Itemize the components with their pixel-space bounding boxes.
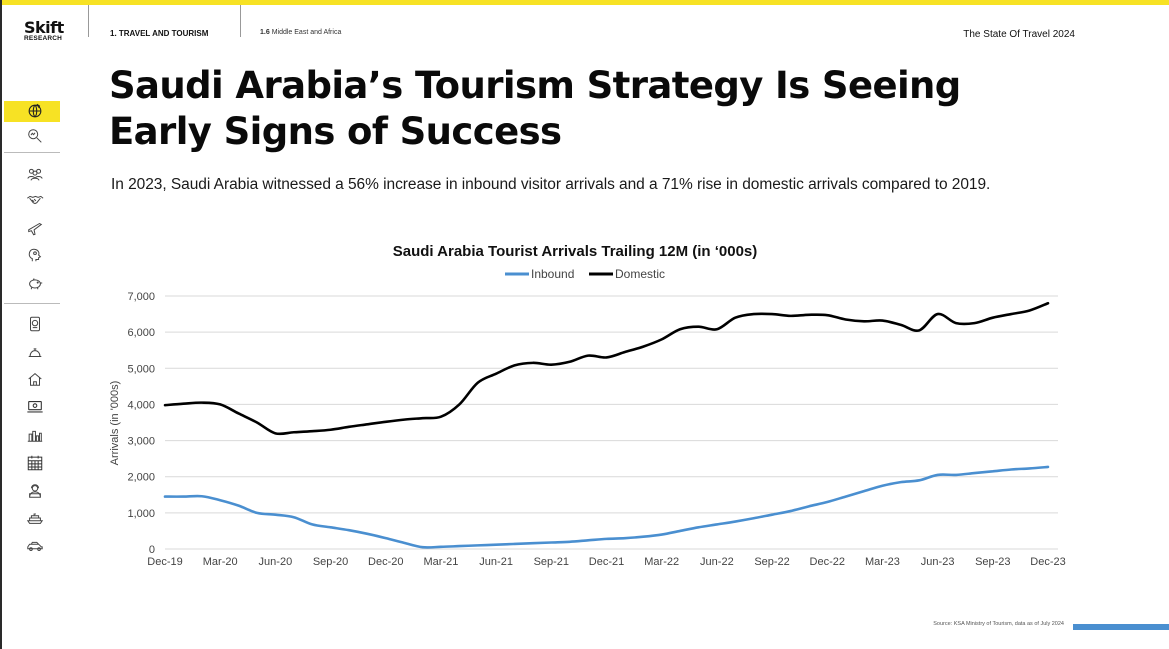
subsection-name: Middle East and Africa <box>271 29 342 36</box>
agent-icon[interactable] <box>24 481 46 501</box>
x-tick-label: Mar-23 <box>865 556 900 568</box>
x-tick-label: Dec-19 <box>147 556 182 568</box>
series-line-inbound <box>163 465 1050 549</box>
logo-text: Skift <box>24 18 64 37</box>
legend-domestic-label: Domestic <box>615 267 665 281</box>
laptop-icon[interactable] <box>24 397 46 417</box>
left-edge-line <box>0 0 2 649</box>
y-tick-label: 7,000 <box>127 291 155 303</box>
x-tick-label: Dec-22 <box>810 556 845 568</box>
series-line-domestic <box>163 301 1050 436</box>
x-tick-label: Jun-23 <box>921 556 955 568</box>
hotel-bell-icon[interactable] <box>24 342 46 362</box>
chart-title: Saudi Arabia Tourist Arrivals Trailing 1… <box>393 243 758 260</box>
y-tick-label: 0 <box>149 544 155 556</box>
city-icon[interactable] <box>24 425 46 445</box>
house-icon[interactable] <box>24 369 46 389</box>
x-tick-label: Jun-22 <box>700 556 734 568</box>
page-title-line2: Early Signs of Success <box>109 110 562 153</box>
cruise-ship-icon[interactable] <box>24 508 46 528</box>
source-accent-bar <box>1073 624 1169 630</box>
y-tick-label: 1,000 <box>127 508 155 520</box>
x-tick-label: Mar-22 <box>644 556 679 568</box>
people-icon[interactable] <box>24 164 46 184</box>
top-accent-bar <box>0 0 1169 5</box>
subsection-number: 1.6 <box>260 29 270 36</box>
y-tick-label: 6,000 <box>127 327 155 339</box>
legend-inbound-label: Inbound <box>531 267 574 281</box>
x-tick-label: Jun-20 <box>259 556 293 568</box>
y-axis-label: Arrivals (in '000s) <box>109 381 121 466</box>
skift-research-logo[interactable]: Skift RESEARCH <box>24 20 74 43</box>
header-divider <box>88 5 89 37</box>
globe-icon[interactable] <box>24 101 46 121</box>
car-icon[interactable] <box>24 536 46 556</box>
y-tick-label: 5,000 <box>127 363 155 375</box>
calendar-icon[interactable] <box>24 453 46 473</box>
x-tick-label: Sep-21 <box>534 556 569 568</box>
header-divider <box>240 5 241 37</box>
sidebar-divider <box>4 303 60 304</box>
page-subtitle: In 2023, Saudi Arabia witnessed a 56% in… <box>111 176 991 193</box>
chart-legend: Inbound Domestic <box>505 267 665 281</box>
search-chart-icon[interactable] <box>24 126 46 146</box>
x-tick-label: Mar-20 <box>203 556 238 568</box>
x-tick-label: Dec-21 <box>589 556 624 568</box>
y-tick-label: 2,000 <box>127 472 155 484</box>
subsection-label[interactable]: 1.6 Middle East and Africa <box>260 29 341 36</box>
logo-subtext: RESEARCH <box>24 35 63 42</box>
piggy-bank-icon[interactable] <box>24 273 46 293</box>
y-tick-label: 4,000 <box>127 399 155 411</box>
x-tick-label: Jun-21 <box>479 556 513 568</box>
page-title: Saudi Arabia’s Tourism Strategy Is Seein… <box>109 63 1009 155</box>
section-label[interactable]: 1. TRAVEL AND TOURISM <box>110 29 209 38</box>
x-tick-label: Dec-20 <box>368 556 403 568</box>
x-tick-label: Sep-23 <box>975 556 1010 568</box>
source-note: Source: KSA Ministry of Tourism, data as… <box>933 621 1064 627</box>
x-tick-label: Mar-21 <box>424 556 459 568</box>
sidebar-divider <box>4 152 60 153</box>
passport-icon[interactable] <box>24 314 46 334</box>
x-tick-label: Sep-20 <box>313 556 348 568</box>
plane-icon[interactable] <box>24 218 46 238</box>
y-tick-label: 3,000 <box>127 436 155 448</box>
page-title-line1: Saudi Arabia’s Tourism Strategy Is Seein… <box>109 64 961 107</box>
x-tick-label: Dec-23 <box>1030 556 1065 568</box>
brain-icon[interactable] <box>24 245 46 265</box>
handshake-icon[interactable] <box>24 190 46 210</box>
x-tick-label: Sep-22 <box>754 556 789 568</box>
report-title: The State Of Travel 2024 <box>963 29 1075 40</box>
